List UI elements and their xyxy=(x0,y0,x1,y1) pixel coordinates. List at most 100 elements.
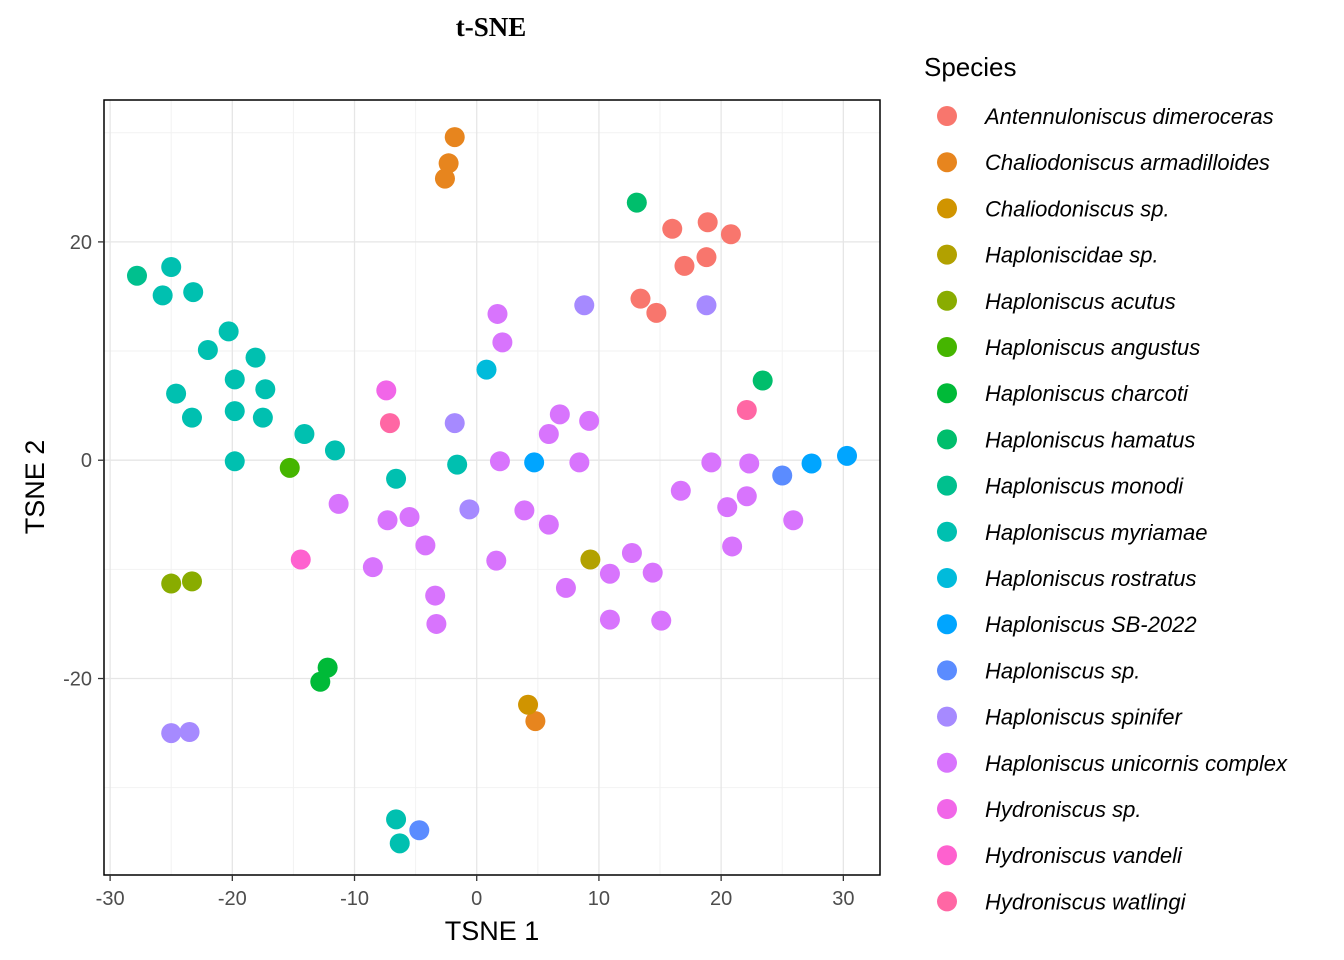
data-point xyxy=(646,302,667,323)
data-point xyxy=(161,723,182,744)
data-point xyxy=(736,486,757,507)
legend: Species Antennuloniscus dimeroceras Chali… xyxy=(924,52,1288,914)
data-point xyxy=(434,168,455,189)
legend-label: Haploniscus charcoti xyxy=(985,381,1189,406)
legend-key xyxy=(937,799,957,819)
data-point xyxy=(444,413,465,434)
data-point xyxy=(783,510,804,531)
data-point xyxy=(245,347,266,368)
data-point xyxy=(662,218,683,239)
data-point xyxy=(181,571,202,592)
data-point xyxy=(569,452,590,473)
legend-label: Haploniscus monodi xyxy=(985,474,1184,499)
x-tick-label: 0 xyxy=(471,888,482,910)
y-tick-label: -20 xyxy=(63,669,92,691)
data-point xyxy=(549,404,570,425)
x-tick-label: -20 xyxy=(218,888,247,910)
data-point xyxy=(362,557,383,578)
data-point xyxy=(621,542,642,563)
data-point xyxy=(294,424,315,445)
x-tick-label: 20 xyxy=(710,888,732,910)
legend-key xyxy=(937,660,957,681)
data-point xyxy=(447,454,468,475)
data-point xyxy=(224,451,245,472)
legend-key xyxy=(937,614,957,635)
data-point xyxy=(376,380,397,401)
data-point xyxy=(696,247,717,268)
data-point xyxy=(324,440,345,461)
data-point xyxy=(161,573,182,594)
data-point xyxy=(426,613,447,634)
data-point xyxy=(720,224,741,245)
data-point xyxy=(736,400,757,420)
data-point xyxy=(310,671,331,692)
legend-key xyxy=(937,290,957,311)
data-point xyxy=(486,550,507,571)
plot-area xyxy=(103,99,881,876)
legend-key xyxy=(937,337,957,357)
data-point xyxy=(626,192,647,213)
data-point xyxy=(444,127,465,148)
data-point xyxy=(696,295,717,316)
legend-label: Hydroniscus vandeli xyxy=(985,843,1183,868)
data-point xyxy=(415,535,436,556)
x-tick-label: -30 xyxy=(96,888,125,910)
legend-key xyxy=(937,198,957,219)
data-point xyxy=(674,255,695,276)
data-point xyxy=(389,833,410,854)
data-point xyxy=(717,497,738,518)
legend-label: Haploniscus unicornis complex xyxy=(985,751,1288,776)
data-point xyxy=(252,407,273,428)
y-tick-label: 0 xyxy=(81,450,92,472)
chart-title: t-SNE xyxy=(456,12,527,42)
data-point xyxy=(772,465,793,486)
x-tick-label: 10 xyxy=(588,888,610,910)
data-point xyxy=(218,321,239,342)
legend-label: Chaliodoniscus armadilloides xyxy=(985,150,1270,175)
y-axis: -20 0 20 xyxy=(63,232,104,691)
legend-label: Haploniscus SB-2022 xyxy=(985,612,1197,637)
legend-label: Haploniscus acutus xyxy=(985,289,1176,314)
legend-key xyxy=(937,521,957,542)
legend-label: Haploniscus rostratus xyxy=(985,566,1197,591)
data-point xyxy=(489,451,510,472)
data-point xyxy=(181,407,202,428)
legend-label: Haploniscus hamatus xyxy=(985,427,1195,452)
x-tick-label: 30 xyxy=(832,888,854,910)
legend-key xyxy=(937,429,957,450)
plot-border xyxy=(103,99,881,876)
legend-label: Haploniscus myriamae xyxy=(985,520,1208,545)
data-point xyxy=(525,711,546,732)
data-point xyxy=(386,809,407,830)
data-point xyxy=(399,506,420,527)
data-point xyxy=(224,369,245,390)
data-point xyxy=(179,722,200,743)
legend-label: Antennuloniscus dimeroceras xyxy=(983,104,1274,129)
y-axis-title: TSNE 2 xyxy=(20,440,50,535)
legend-key xyxy=(937,106,957,126)
data-point xyxy=(459,499,480,520)
data-point xyxy=(752,370,773,391)
data-point xyxy=(224,401,245,422)
data-point xyxy=(739,453,760,474)
data-point xyxy=(579,410,600,431)
legend-key xyxy=(937,244,957,265)
legend-key xyxy=(937,152,957,173)
data-point xyxy=(574,295,595,316)
legend-key xyxy=(937,752,957,773)
data-point xyxy=(328,493,349,514)
data-point xyxy=(126,265,147,286)
data-point xyxy=(279,457,300,478)
x-axis: -30 -20 -10 0 10 20 30 xyxy=(96,875,854,910)
legend-label: Haploniscus sp. xyxy=(985,658,1140,683)
legend-key xyxy=(937,475,957,496)
data-point xyxy=(152,285,173,306)
legend-label: Haploniscus angustus xyxy=(985,335,1200,360)
legend-key xyxy=(937,383,957,404)
legend-label: Chaliodoniscus sp. xyxy=(985,196,1170,221)
data-point xyxy=(487,303,508,324)
legend-key xyxy=(937,891,957,912)
data-point xyxy=(379,413,400,434)
data-points xyxy=(126,127,858,854)
